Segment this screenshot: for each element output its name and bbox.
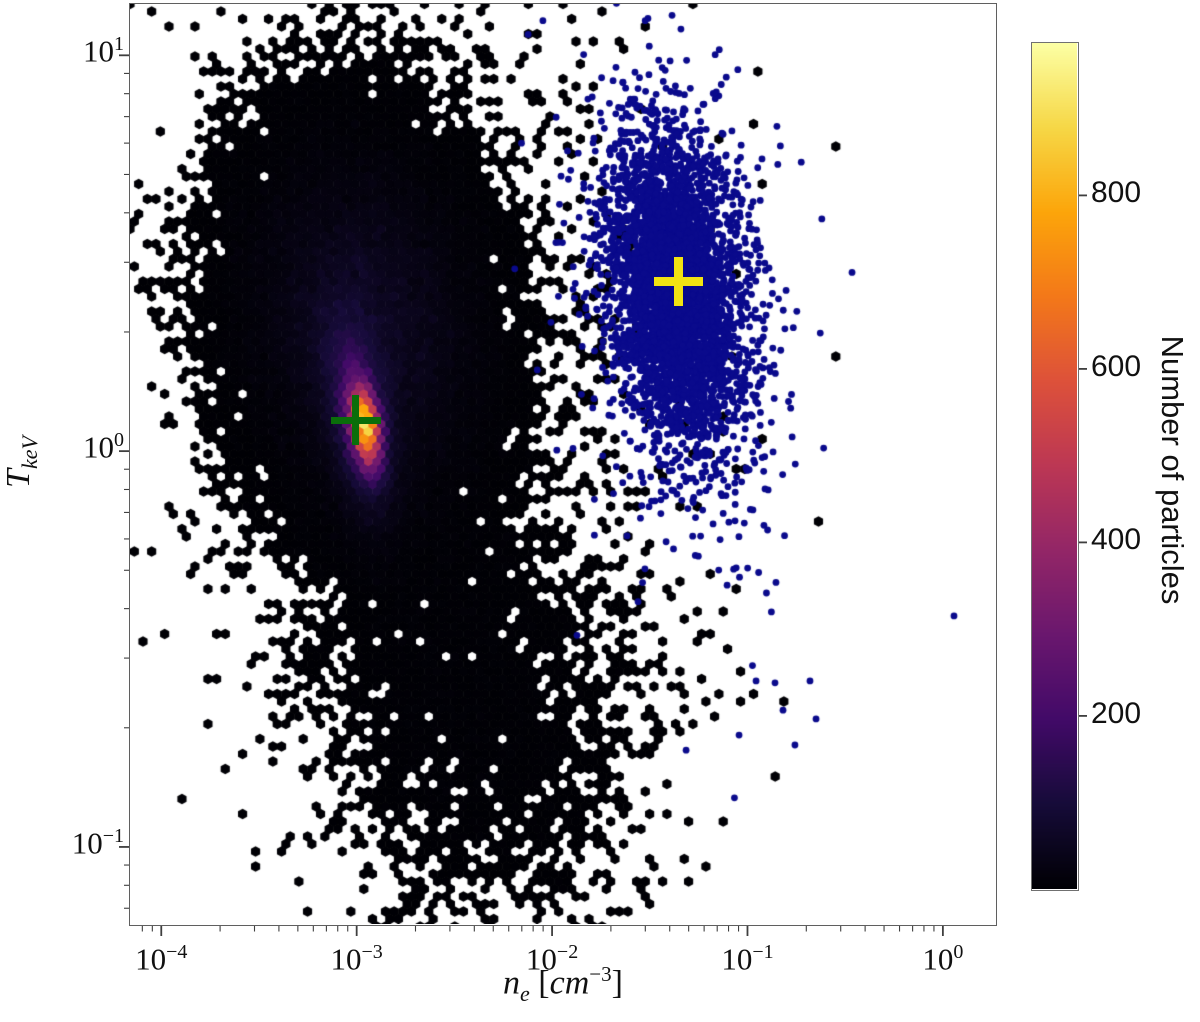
x-unit: cm [549,964,590,1002]
colorbar-tick-label: 400 [1091,523,1142,557]
x-bracket-open: [ [529,964,550,1002]
ytick-label: 101 [83,33,124,69]
colorbar-label: Number of particles [1155,335,1190,605]
x-bracket-close: ] [611,964,623,1002]
colorbar-tick-label: 200 [1091,696,1142,730]
plot-area [129,3,997,926]
ytick-label: 10−1 [71,824,124,861]
xtick-label: 10−2 [525,941,579,977]
colorbar [1031,42,1079,891]
colorbar-tick-label: 800 [1091,176,1142,210]
x-var: n [503,964,521,1002]
xtick-label: 10−3 [330,941,383,977]
y-axis-label: TkeV [0,372,46,552]
y-var: T [0,469,37,488]
hexbin-scatter-layer [130,4,995,924]
x-unit-exp: −3 [589,962,612,986]
x-axis-label: ne [cm−3] [433,962,693,1007]
colorbar-gradient [1032,43,1077,889]
x-var-sub: e [520,981,530,1007]
ytick-label: 100 [83,429,124,465]
xtick-label: 10−4 [135,941,188,977]
xtick-label: 100 [922,941,964,977]
xtick-label: 10−1 [721,941,774,977]
colorbar-tick-label: 600 [1091,349,1142,383]
y-var-sub: keV [16,436,42,470]
